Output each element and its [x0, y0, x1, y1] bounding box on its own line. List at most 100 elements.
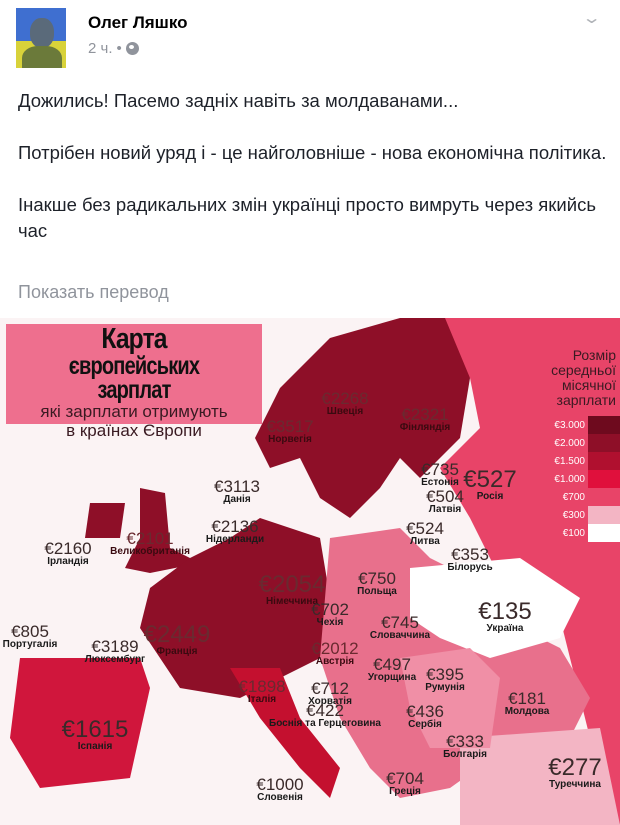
country-salary: €436 — [406, 702, 444, 721]
country-name: Польща — [357, 586, 397, 597]
uk-shape — [125, 488, 200, 573]
post-meta: 2 ч. • — [88, 40, 139, 57]
country-salary: €504 — [426, 487, 464, 506]
country-salary: €735 — [421, 460, 459, 479]
country-salary: €3113 — [213, 477, 261, 496]
country-salary: €2054 — [258, 571, 326, 598]
map-subtitle-line2: в країнах Європи — [66, 421, 202, 440]
avatar[interactable] — [16, 8, 66, 68]
map-legend: Розмір середньої місячної зарплати €3.00… — [540, 348, 620, 542]
country-label: €735 Естонія — [421, 461, 459, 488]
author-name[interactable]: Олег Ляшко — [88, 13, 188, 32]
legend-row: €3.000 — [540, 416, 620, 434]
legend-label: €300 — [562, 509, 585, 521]
legend-label: €100 — [562, 527, 585, 539]
country-name: Естонія — [421, 477, 459, 488]
country-salary: €181 — [508, 689, 546, 708]
legend-swatch — [588, 470, 620, 488]
country-salary: €712 — [311, 679, 349, 698]
country-name: Румунія — [425, 682, 465, 693]
ukraine-shape — [410, 558, 580, 658]
ireland-shape — [85, 503, 125, 538]
country-label: €745 Словаччина — [370, 614, 430, 641]
country-label: €353 Білорусь — [447, 546, 492, 573]
country-label: €497 Угорщина — [368, 656, 416, 683]
meta-separator: • — [116, 40, 122, 57]
legend-label: €1.500 — [554, 455, 585, 467]
map-title-line2: європейських зарплат — [68, 352, 200, 404]
country-salary: €2449 — [143, 621, 211, 648]
country-name: Словенія — [257, 792, 303, 803]
country-name: Молдова — [504, 706, 550, 717]
legend-title: Розмір середньої місячної зарплати — [551, 347, 616, 408]
country-name: Франція — [156, 646, 198, 657]
country-label: €702 Чехія — [311, 601, 349, 628]
country-salary: €702 — [311, 600, 349, 619]
map-title-box: Карта європейських зарплат які зарплати … — [6, 323, 262, 440]
country-label: €436 Сербія — [406, 703, 444, 730]
scandinavia-shape — [255, 318, 470, 518]
turkey-shape — [460, 728, 620, 825]
country-name: Фінляндія — [399, 422, 451, 433]
country-label: €333 Болгарія — [443, 733, 487, 760]
country-name: Данія — [223, 494, 251, 505]
country-salary: €1898 — [238, 677, 286, 696]
country-label: €504 Латвія — [426, 488, 464, 515]
country-name: Чехія — [316, 617, 344, 628]
country-label: €524 Литва — [406, 520, 444, 547]
country-salary: €524 — [406, 519, 444, 538]
country-name: Італія — [247, 694, 277, 705]
country-label: €3517 Норвегія — [266, 418, 313, 445]
country-salary: €333 — [446, 732, 484, 751]
country-label: €2136 Нідерланди — [206, 518, 264, 545]
country-salary: €497 — [373, 655, 411, 674]
country-label: €750 Польща — [357, 570, 397, 597]
country-name: Хорватія — [308, 696, 352, 707]
country-salary: €395 — [426, 665, 464, 684]
country-name: Португалія — [2, 639, 58, 650]
salary-map-image[interactable]: Карта європейських зарплат які зарплати … — [0, 318, 620, 825]
country-label: €181 Молдова — [505, 690, 550, 717]
country-name: Швеція — [326, 406, 364, 417]
legend-row: €700 — [540, 488, 620, 506]
country-name: Боснія та Герцеговина — [269, 718, 381, 729]
legend-label: €3.000 — [554, 419, 585, 431]
country-label: €704 Греція — [386, 770, 424, 797]
italy-shape — [230, 668, 340, 798]
legend-row: €2.000 — [540, 434, 620, 452]
legend-row: €1.500 — [540, 452, 620, 470]
country-name: Білорусь — [447, 562, 493, 573]
legend-row: €1.000 — [540, 470, 620, 488]
country-label: €3189 Люксембург — [85, 638, 145, 665]
legend-row: €300 — [540, 506, 620, 524]
country-label: €395 Румунія — [425, 666, 465, 693]
chevron-down-icon[interactable]: ⌄ — [581, 10, 602, 27]
country-label: €527 Росія — [463, 468, 516, 502]
country-name: Ірландія — [47, 556, 89, 567]
country-salary: €750 — [358, 569, 396, 588]
legend-label: €1.000 — [554, 473, 585, 485]
post-time[interactable]: 2 ч. — [88, 40, 113, 57]
country-name: Норвегія — [268, 434, 312, 445]
country-label: €2160 Ірландія — [44, 540, 91, 567]
country-salary: €3189 — [91, 637, 139, 656]
country-salary: €745 — [381, 613, 419, 632]
translate-link[interactable]: Показать перевод — [18, 282, 169, 302]
country-name: Латвія — [428, 504, 462, 515]
country-label: €1000 Словенія — [256, 776, 303, 803]
country-salary: €277 — [548, 754, 602, 781]
country-label: €1615 Іспанія — [62, 718, 129, 752]
country-label: €2268 Швеція — [321, 390, 368, 417]
globe-icon — [125, 42, 139, 55]
country-label: €422 Боснія та Герцеговина — [269, 702, 381, 729]
country-name: Сербія — [408, 719, 442, 730]
country-name: Литва — [410, 536, 440, 547]
map-title: Карта — [101, 323, 167, 355]
country-name: Німеччина — [265, 596, 319, 607]
legend-swatch — [588, 506, 620, 524]
country-label: €135 Україна — [478, 600, 531, 634]
country-salary: €2268 — [321, 389, 369, 408]
post-paragraph: Потрібен новий уряд і - це найголовніше … — [18, 142, 607, 163]
legend-swatch — [588, 452, 620, 470]
country-salary: €704 — [386, 769, 424, 788]
